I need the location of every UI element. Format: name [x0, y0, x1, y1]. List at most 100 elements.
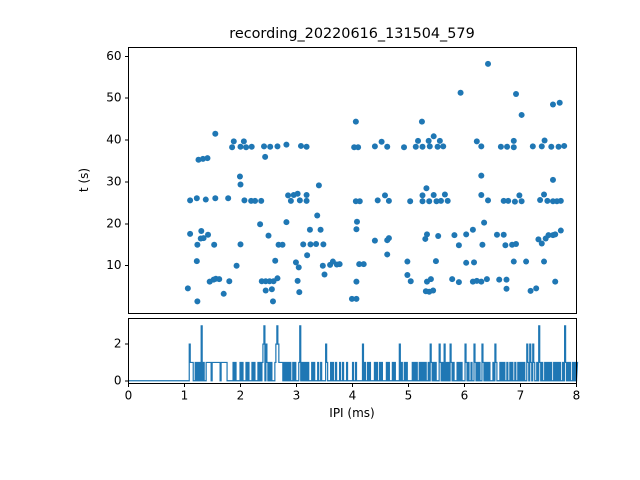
scatter-point — [510, 137, 517, 144]
scatter-point — [317, 226, 324, 233]
scatter-point — [433, 198, 440, 205]
scatter-point — [385, 235, 392, 242]
scatter-point — [473, 138, 480, 145]
scatter-point — [371, 143, 378, 150]
scatter-point — [485, 60, 492, 67]
scatter-point — [348, 295, 355, 302]
scatter-point — [268, 286, 275, 293]
scatter-point — [473, 277, 480, 284]
scatter-point — [455, 242, 462, 249]
scatter-point — [353, 278, 360, 285]
scatter-point — [306, 226, 313, 233]
scatter-point — [294, 277, 301, 284]
scatter-point — [500, 197, 507, 204]
scatter-point — [529, 143, 536, 150]
scatter-point — [374, 197, 381, 204]
scatter-point — [516, 192, 523, 199]
y-tick-label: 60 — [106, 49, 121, 63]
scatter-point — [412, 143, 419, 150]
scatter-point — [220, 290, 227, 297]
scatter-point — [537, 196, 544, 203]
scatter-point — [463, 231, 470, 238]
scatter-point — [430, 287, 437, 294]
scatter-point — [269, 298, 276, 305]
top-axis-y-ticks: 10 20 30 40 50 60 — [106, 49, 129, 272]
scatter-point — [538, 143, 545, 150]
scatter-point — [274, 143, 281, 150]
scatter-point — [384, 251, 391, 258]
scatter-point — [444, 197, 451, 204]
scatter-point — [457, 89, 464, 96]
scatter-point — [504, 143, 511, 150]
top-axes-spines — [128, 47, 577, 314]
top-axis-y-label: t (s) — [77, 168, 91, 192]
scatter-point — [493, 231, 500, 238]
scatter-point — [378, 138, 385, 145]
y-tick-label: 20 — [106, 216, 121, 230]
scatter-point — [204, 155, 211, 162]
scatter-point — [336, 261, 343, 268]
scatter-point — [195, 156, 202, 163]
scatter-point — [303, 191, 310, 198]
scatter-point — [212, 130, 219, 137]
scatter-point — [415, 137, 422, 144]
scatter-point — [549, 101, 556, 108]
scatter-point — [198, 227, 205, 234]
scatter-point — [505, 197, 512, 204]
scatter-point — [279, 241, 286, 248]
scatter-point — [283, 219, 290, 226]
scatter-point — [304, 252, 311, 259]
x-tick-label: 2 — [237, 388, 245, 402]
scatter-point — [353, 218, 360, 225]
scatter-point — [237, 181, 244, 188]
scatter-point-group — [184, 60, 568, 305]
scatter-point — [194, 298, 201, 305]
scatter-point — [315, 182, 322, 189]
scatter-point — [434, 143, 441, 150]
scatter-point — [557, 197, 564, 204]
scatter-point — [401, 144, 408, 151]
scatter-point — [426, 198, 433, 205]
scatter-point — [500, 231, 507, 238]
top-axes-background — [128, 47, 577, 314]
scatter-point — [265, 232, 272, 239]
scatter-point — [455, 279, 462, 286]
scatter-point — [319, 262, 326, 269]
scatter-point — [272, 257, 279, 264]
scatter-point — [187, 197, 194, 204]
scatter-point — [230, 138, 237, 145]
scatter-point — [313, 240, 320, 247]
scatter-point — [549, 176, 556, 183]
x-tick-label: 7 — [517, 388, 525, 402]
scatter-point — [240, 138, 247, 145]
scatter-point — [321, 271, 328, 278]
scatter-point — [248, 143, 255, 150]
scatter-point — [497, 143, 504, 150]
scatter-point — [518, 111, 525, 118]
x-tick-label: 4 — [349, 388, 357, 402]
scatter-point — [314, 212, 321, 219]
x-tick-label: 1 — [181, 388, 189, 402]
scatter-point — [527, 287, 534, 294]
x-tick-label: 5 — [405, 388, 413, 402]
scatter-point — [423, 231, 430, 238]
scatter-point — [545, 232, 552, 239]
scatter-point — [193, 195, 200, 202]
scatter-point — [427, 276, 434, 283]
scatter-point — [535, 236, 542, 243]
scatter-point — [184, 285, 191, 292]
scatter-point — [285, 192, 292, 199]
scatter-point — [479, 241, 486, 248]
scatter-point — [463, 259, 470, 266]
scatter-point — [419, 198, 426, 205]
scatter-point — [561, 142, 568, 149]
scatter-point — [485, 197, 492, 204]
scatter-point — [440, 143, 447, 150]
bottom-axis-y-ticks: 02 — [114, 337, 129, 387]
scatter-point — [267, 143, 274, 150]
scatter-point — [418, 118, 425, 125]
scatter-point — [300, 241, 307, 248]
scatter-point — [471, 259, 478, 266]
